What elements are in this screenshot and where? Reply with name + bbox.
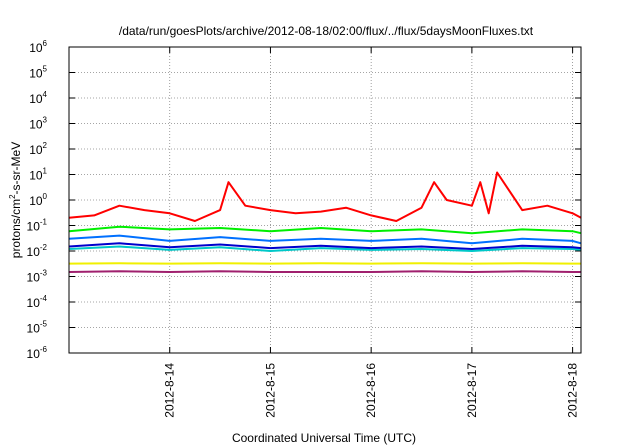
y-tick-exponent: -1	[40, 218, 48, 227]
y-label-superscript: 2	[8, 194, 17, 199]
y-tick-label: 104	[29, 90, 47, 106]
y-label-rest: -s-sr-MeV	[9, 142, 23, 195]
y-tick-label: 10-2	[27, 243, 48, 259]
y-tick-exponent: 6	[43, 39, 48, 48]
y-tick-label: 10-4	[27, 294, 48, 310]
y-tick-label: 10-5	[27, 320, 48, 336]
chart-title: /data/run/goesPlots/archive/2012-08-18/0…	[119, 24, 534, 38]
y-tick-exponent: 2	[43, 141, 48, 150]
y-tick-exponent: -5	[40, 320, 48, 329]
y-tick-exponent: 0	[43, 192, 48, 201]
series-line-4	[68, 234, 582, 245]
y-tick-label: 106	[29, 39, 47, 55]
y-tick-exponent: -6	[40, 345, 48, 354]
series-line-1	[68, 171, 582, 222]
y-tick-label: 10-1	[27, 218, 48, 234]
y-tick-exponent: 1	[43, 167, 48, 176]
y-tick-labels: 10-610-510-410-310-210-11001011021031041…	[27, 39, 48, 361]
y-tick-label: 105	[29, 65, 47, 81]
x-tick-label: 2012-8-14	[163, 363, 177, 418]
x-axis-label: Coordinated Universal Time (UTC)	[232, 431, 416, 445]
y-tick-exponent: -4	[40, 294, 48, 303]
x-tick-label: 2012-8-16	[364, 363, 378, 418]
y-tick-label: 10-6	[27, 345, 48, 361]
y-tick-label: 100	[29, 192, 47, 208]
x-tick-label: 2012-8-18	[566, 363, 580, 418]
y-tick-exponent: 5	[43, 65, 48, 74]
x-tick-label: 2012-8-17	[465, 363, 479, 418]
series-line-7	[68, 270, 581, 273]
y-tick-exponent: -3	[40, 269, 48, 278]
series-line-2	[68, 225, 582, 235]
series-line-3	[68, 245, 582, 252]
grid	[69, 47, 581, 353]
x-tick-label: 2012-8-15	[263, 363, 277, 418]
y-tick-label: 103	[29, 116, 47, 132]
y-tick-exponent: -2	[40, 243, 48, 252]
ticks	[69, 46, 581, 354]
series-layer	[68, 171, 582, 273]
y-tick-label: 101	[29, 167, 47, 183]
y-tick-exponent: 4	[43, 90, 48, 99]
y-tick-label: 10-3	[27, 269, 48, 285]
y-tick-exponent: 3	[43, 116, 48, 125]
series-line-5	[68, 242, 582, 250]
x-tick-labels: 2012-8-14 2012-8-15 2012-8-16 2012-8-17 2012…	[163, 363, 580, 418]
y-tick-label: 102	[29, 141, 47, 157]
y-axis-label: protons/cm2-s-sr-MeV	[8, 142, 23, 258]
